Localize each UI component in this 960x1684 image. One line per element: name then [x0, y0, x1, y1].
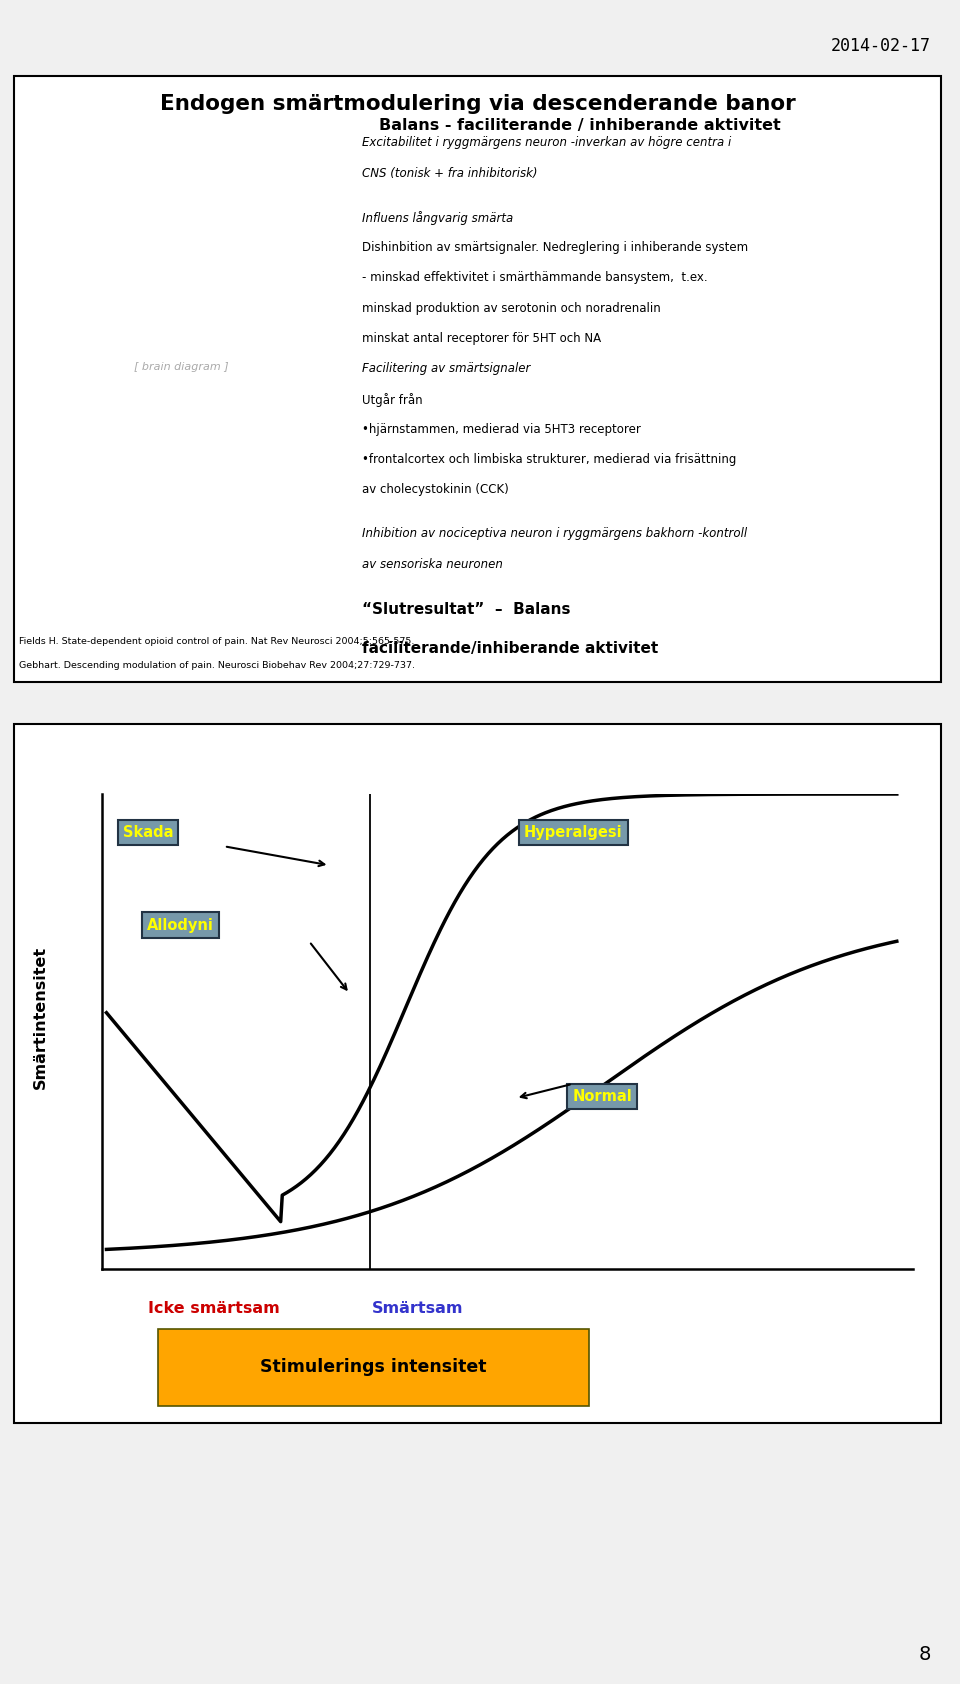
Text: Excitabilitet i ryggmärgens neuron -inverkan av högre centra i: Excitabilitet i ryggmärgens neuron -inve… — [362, 136, 732, 150]
Text: Icke smärtsam: Icke smärtsam — [148, 1300, 279, 1315]
Text: •hjärnstammen, medierad via 5HT3 receptorer: •hjärnstammen, medierad via 5HT3 recepto… — [362, 423, 640, 436]
Text: 8: 8 — [919, 1645, 931, 1664]
FancyBboxPatch shape — [14, 724, 941, 1423]
Text: av cholecystokinin (CCK): av cholecystokinin (CCK) — [362, 483, 509, 497]
Text: Smärtsam: Smärtsam — [372, 1300, 463, 1315]
Text: Facilitering av smärtsignaler: Facilitering av smärtsignaler — [362, 362, 530, 376]
Text: 2014-02-17: 2014-02-17 — [831, 37, 931, 56]
Text: Gebhart. Descending modulation of pain. Neurosci Biobehav Rev 2004;27:729-737.: Gebhart. Descending modulation of pain. … — [19, 660, 415, 670]
Text: - minskad effektivitet i smärthämmande bansystem,  t.ex.: - minskad effektivitet i smärthämmande b… — [362, 271, 708, 285]
Text: faciliterande/inhiberande aktivitet: faciliterande/inhiberande aktivitet — [362, 642, 658, 657]
Text: Influens långvarig smärta: Influens långvarig smärta — [362, 210, 513, 224]
Text: Endogen smärtmodulering via descenderande banor: Endogen smärtmodulering via descenderand… — [159, 94, 796, 115]
Text: Stimulerings intensitet: Stimulerings intensitet — [259, 1357, 486, 1376]
Text: minskad produktion av serotonin och noradrenalin: minskad produktion av serotonin och nora… — [362, 301, 660, 315]
Text: “Slutresultat”  –  Balans: “Slutresultat” – Balans — [362, 601, 570, 616]
FancyBboxPatch shape — [14, 76, 941, 682]
Text: Dishinbition av smärtsignaler. Nedreglering i inhiberande system: Dishinbition av smärtsignaler. Nedregler… — [362, 241, 748, 254]
Text: Balans - faciliterande / inhiberande aktivitet: Balans - faciliterande / inhiberande akt… — [378, 118, 780, 133]
Text: Fields H. State-dependent opioid control of pain. Nat Rev Neurosci 2004;5:565-57: Fields H. State-dependent opioid control… — [19, 637, 415, 645]
Text: Smärtintensitet: Smärtintensitet — [33, 946, 48, 1090]
FancyBboxPatch shape — [19, 143, 348, 652]
Text: minskat antal receptorer för 5HT och NA: minskat antal receptorer för 5HT och NA — [362, 332, 601, 345]
Text: [ brain diagram ]: [ brain diagram ] — [133, 362, 228, 372]
Text: •frontalcortex och limbiska strukturer, medierad via frisättning: •frontalcortex och limbiska strukturer, … — [362, 453, 736, 466]
Text: av sensoriska neuronen: av sensoriska neuronen — [362, 557, 503, 571]
Text: CNS (tonisk + fra inhibitorisk): CNS (tonisk + fra inhibitorisk) — [362, 167, 538, 180]
FancyBboxPatch shape — [158, 1329, 588, 1406]
Text: Utgår från: Utgår från — [362, 392, 422, 406]
Text: Inhibition av nociceptiva neuron i ryggmärgens bakhorn -kontroll: Inhibition av nociceptiva neuron i ryggm… — [362, 527, 747, 541]
